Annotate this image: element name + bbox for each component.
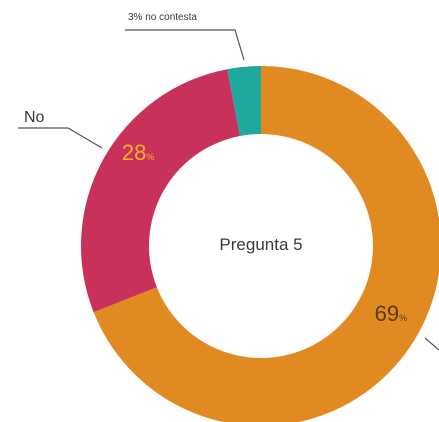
- donut-slice-1: [80, 69, 241, 313]
- callout-line-si: [424, 337, 439, 351]
- slice-label-1: 28%: [122, 140, 155, 165]
- center-label: Pregunta 5: [219, 235, 302, 254]
- slice-labels: 69% 28%: [122, 140, 407, 326]
- callout-line-no: [18, 127, 103, 149]
- callout-line-no-contesta: [125, 29, 245, 61]
- callout-label-no-contesta: 3% no contesta: [128, 12, 197, 23]
- donut-slice-0: [93, 66, 439, 422]
- callout-lines: [18, 29, 439, 351]
- donut-slice-2: [227, 66, 261, 136]
- slice-label-0: 69%: [375, 301, 408, 326]
- callout-label-no: No: [24, 109, 45, 126]
- donut-slices: [80, 66, 439, 422]
